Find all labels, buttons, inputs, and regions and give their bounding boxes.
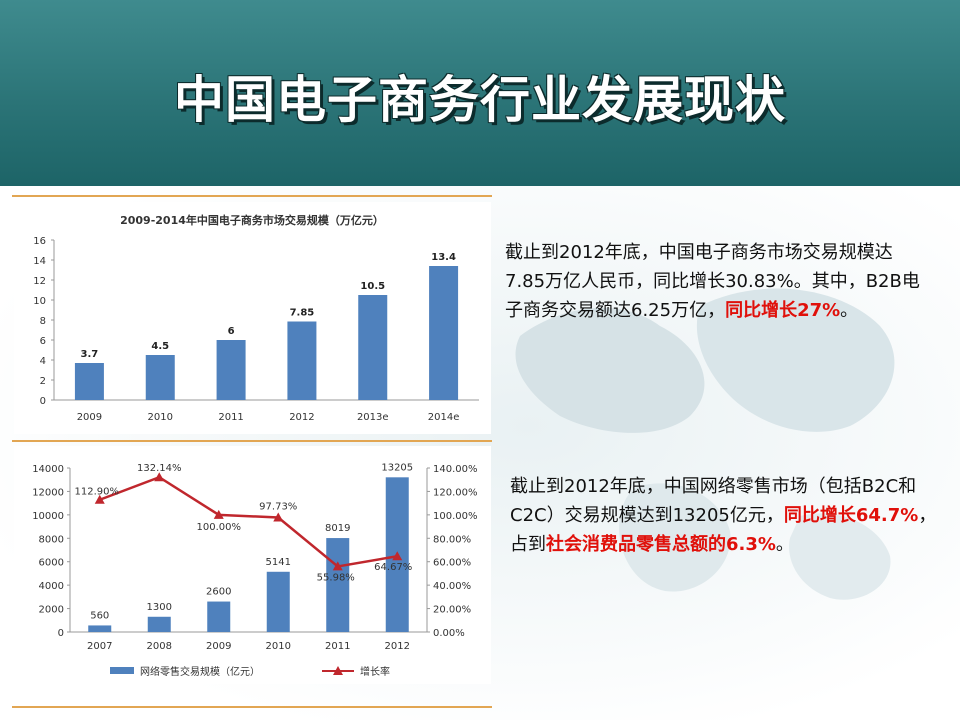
summary-text-2: 截止到2012年底，中国网络零售市场（包括B2C和C2C）交易规模达到13205… [510, 472, 940, 559]
chart1-data-label: 10.5 [360, 281, 385, 292]
chart1-x-tick-label: 2012 [289, 412, 314, 423]
chart2-x-tick-label: 2010 [266, 641, 291, 652]
chart2-bar-label: 13205 [381, 462, 413, 473]
summary-text-1: 截止到2012年底，中国电子商务市场交易规模达7.85万亿人民币，同比增长30.… [505, 238, 925, 325]
summary-text-2-highlight-growth: 同比增长64.7% [783, 505, 919, 526]
chart2-bar-label: 2600 [206, 587, 231, 598]
chart1-data-label: 13.4 [431, 252, 456, 263]
chart1-x-tick-label: 2009 [77, 412, 102, 423]
chart2-y2-tick-label: 120.00% [433, 487, 478, 498]
chart1-x-tick-label: 2010 [148, 412, 173, 423]
chart2-y-tick-label: 2000 [39, 605, 64, 616]
chart1-y-tick-label: 10 [33, 296, 46, 307]
summary-text-1-highlight: 同比增长27% [725, 300, 841, 321]
chart1-data-label: 6 [228, 326, 235, 337]
page-title: 中国电子商务行业发展现状 [174, 71, 786, 129]
chart1-y-tick-label: 12 [33, 276, 46, 287]
chart2-x-tick-label: 2007 [87, 641, 112, 652]
chart1-x-tick-label: 2013e [357, 412, 389, 423]
chart2-y2-tick-label: 20.00% [433, 605, 471, 616]
chart-panel-1: 2009-2014年中国电子商务市场交易规模（万亿元） 0 2 4 6 8 10 12 14 16… [14, 202, 491, 434]
chart2-x-tick-label: 2008 [147, 641, 172, 652]
chart-panel-2: 0 2000 4000 6000 8000 10000 12000 14000 0.00% 20.… [14, 446, 491, 684]
chart2-y-tick-label: 12000 [32, 487, 64, 498]
chart2-growth-label: 97.73% [259, 502, 297, 513]
chart2-growth-label: 100.00% [197, 522, 242, 533]
chart2-growth-label: 64.67% [374, 562, 412, 573]
chart2-growth-label: 132.14% [137, 463, 182, 474]
chart2-y2-tick-label: 100.00% [433, 511, 478, 522]
middle-rule [12, 440, 492, 442]
chart1-bar [429, 266, 459, 400]
chart1-data-label: 4.5 [151, 341, 169, 352]
chart1-bar [74, 363, 104, 400]
chart2-bar [326, 538, 350, 632]
chart1-y-tick-label: 8 [40, 316, 46, 327]
chart2-bar [207, 601, 231, 632]
chart2-y2-tick-label: 60.00% [433, 558, 471, 569]
chart2-y-tick-label: 4000 [39, 581, 64, 592]
chart1-x-tick-label: 2011 [218, 412, 243, 423]
chart2-y2-tick-label: 140.00% [433, 464, 478, 475]
chart1-y-tick-label: 16 [33, 236, 46, 247]
chart1-y-tick-label: 2 [40, 376, 46, 387]
top-rule [12, 195, 492, 197]
chart2-bar-label: 8019 [325, 523, 350, 534]
chart2-growth-point [332, 561, 343, 571]
chart2-growth-point [154, 472, 165, 482]
chart2-y2-tick-label: 40.00% [433, 581, 471, 592]
chart2-bar [147, 616, 171, 632]
chart1-bar [358, 295, 388, 400]
chart2-bar [266, 571, 290, 632]
online-retail-combo-chart: 0 2000 4000 6000 8000 10000 12000 14000 0.00% 20.… [32, 462, 478, 678]
chart2-bar-label: 1300 [147, 602, 172, 613]
chart2-y-tick-label: 10000 [32, 511, 64, 522]
chart2-bar-label: 560 [90, 610, 109, 621]
title-banner: 中国电子商务行业发展现状 [0, 0, 960, 186]
summary-text-2-highlight-share: 社会消费品零售总额的6.3% [546, 534, 776, 555]
chart1-y-tick-label: 14 [33, 256, 46, 267]
chart1-data-label: 3.7 [81, 349, 99, 360]
chart1-bar [145, 355, 175, 400]
chart2-x-tick-label: 2009 [206, 641, 231, 652]
chart2-bar [88, 625, 112, 632]
chart2-y-tick-label: 8000 [39, 534, 64, 545]
chart2-growth-point [273, 512, 284, 522]
chart2-y-tick-label: 0 [58, 628, 64, 639]
chart2-growth-point [94, 494, 105, 504]
chart1-bar [287, 321, 317, 400]
chart2-legend-line-marker [333, 666, 343, 675]
chart1-x-tick-label: 2014e [428, 412, 460, 423]
chart2-growth-line [99, 475, 398, 568]
chart2-legend-line-label: 增长率 [360, 665, 390, 678]
chart2-y-tick-label: 6000 [39, 558, 64, 569]
chart1-y-tick-label: 6 [40, 336, 46, 347]
chart2-legend-bar-swatch [110, 667, 134, 674]
chart1-y-tick-label: 0 [40, 396, 46, 407]
chart1-bar [216, 340, 246, 400]
chart2-legend-bar-label: 网络零售交易规模（亿元） [140, 665, 260, 678]
bottom-rule [12, 706, 492, 708]
chart2-y2-tick-label: 80.00% [433, 534, 471, 545]
chart1-data-label: 7.85 [290, 308, 315, 319]
summary-text-2-middle: ，占到 [510, 505, 937, 555]
chart2-x-tick-label: 2011 [325, 641, 350, 652]
chart2-growth-point [392, 551, 403, 561]
chart2-growth-label: 112.90% [75, 487, 120, 498]
chart2-x-tick-label: 2012 [385, 641, 410, 652]
summary-text-1-end: 。 [840, 300, 859, 321]
summary-text-2-body: 截止到2012年底，中国网络零售市场（包括B2C和C2C）交易规模达到13205… [510, 476, 917, 526]
chart2-bar-label: 5141 [266, 557, 291, 568]
chart2-growth-label: 55.98% [317, 572, 355, 583]
chart1-title: 2009-2014年中国电子商务市场交易规模（万亿元） [120, 213, 384, 227]
summary-text-1-body: 截止到2012年底，中国电子商务市场交易规模达7.85万亿人民币，同比增长30.… [505, 242, 920, 321]
chart1-y-tick-label: 4 [40, 356, 46, 367]
ecommerce-market-bar-chart: 2009-2014年中国电子商务市场交易规模（万亿元） 0 2 4 6 8 10 12 14 16… [33, 213, 479, 423]
summary-text-2-end: 。 [775, 534, 794, 555]
chart2-growth-point [213, 509, 224, 519]
chart2-y2-tick-label: 0.00% [433, 628, 465, 639]
chart2-y-tick-label: 14000 [32, 464, 64, 475]
